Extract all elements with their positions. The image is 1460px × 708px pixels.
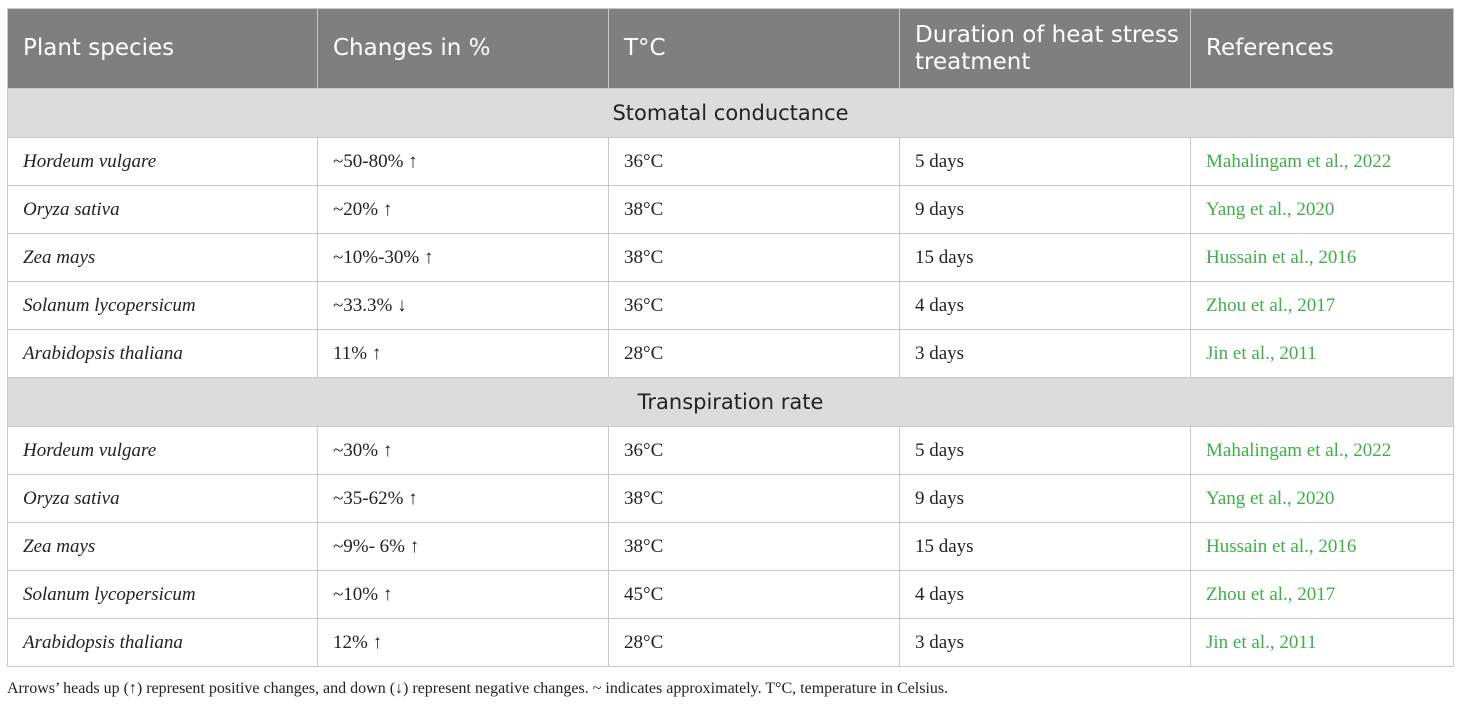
section-row: Transpiration rate <box>7 377 1454 427</box>
duration-cell: 9 days <box>899 185 1191 234</box>
species-cell: Arabidopsis thaliana <box>7 329 318 378</box>
species-cell: Oryza sativa <box>7 474 318 523</box>
reference-link[interactable]: Hussain et al., 2016 <box>1190 522 1454 571</box>
data-row: Oryza sativa ~20% ↑ 38°C 9 days Yang et al.,… <box>7 185 1454 234</box>
data-row: Arabidopsis thaliana 11% ↑ 28°C 3 days Jin e… <box>7 329 1454 378</box>
reference-link[interactable]: Hussain et al., 2016 <box>1190 233 1454 282</box>
duration-cell: 5 days <box>899 137 1191 186</box>
section-title: Transpiration rate <box>7 377 1454 427</box>
data-row: Zea mays ~10%-30% ↑ 38°C 15 days Hussain et … <box>7 233 1454 282</box>
data-row: Hordeum vulgare ~30% ↑ 36°C 5 days Mahalinga… <box>7 426 1454 475</box>
change-cell: ~35-62% ↑ <box>317 474 609 523</box>
header-row: Plant species Changes in % T°C Duration of … <box>7 8 1454 89</box>
duration-cell: 4 days <box>899 570 1191 619</box>
duration-cell: 15 days <box>899 233 1191 282</box>
section-row: Stomatal conductance <box>7 88 1454 138</box>
temperature-cell: 28°C <box>608 329 900 378</box>
species-cell: Zea mays <box>7 233 318 282</box>
change-cell: ~10%-30% ↑ <box>317 233 609 282</box>
duration-cell: 3 days <box>899 618 1191 667</box>
temperature-cell: 36°C <box>608 281 900 330</box>
duration-cell: 9 days <box>899 474 1191 523</box>
temperature-cell: 28°C <box>608 618 900 667</box>
reference-link[interactable]: Yang et al., 2020 <box>1190 185 1454 234</box>
change-cell: ~30% ↑ <box>317 426 609 475</box>
temperature-cell: 38°C <box>608 185 900 234</box>
species-cell: Solanum lycopersicum <box>7 570 318 619</box>
change-cell: ~10% ↑ <box>317 570 609 619</box>
duration-cell: 15 days <box>899 522 1191 571</box>
column-header: T°C <box>608 8 900 89</box>
species-cell: Oryza sativa <box>7 185 318 234</box>
species-cell: Solanum lycopersicum <box>7 281 318 330</box>
reference-link[interactable]: Jin et al., 2011 <box>1190 329 1454 378</box>
species-cell: Zea mays <box>7 522 318 571</box>
species-cell: Hordeum vulgare <box>7 426 318 475</box>
data-row: Solanum lycopersicum ~33.3% ↓ 36°C 4 days Zh… <box>7 281 1454 330</box>
reference-link[interactable]: Mahalingam et al., 2022 <box>1190 426 1454 475</box>
data-row: Oryza sativa ~35-62% ↑ 38°C 9 days Yang et a… <box>7 474 1454 523</box>
reference-link[interactable]: Zhou et al., 2017 <box>1190 570 1454 619</box>
column-header: Duration of heat stress treatment <box>899 8 1191 89</box>
duration-cell: 3 days <box>899 329 1191 378</box>
temperature-cell: 38°C <box>608 474 900 523</box>
species-cell: Arabidopsis thaliana <box>7 618 318 667</box>
data-row: Zea mays ~9%- 6% ↑ 38°C 15 days Hussain et a… <box>7 522 1454 571</box>
temperature-cell: 45°C <box>608 570 900 619</box>
section-title: Stomatal conductance <box>7 88 1454 138</box>
species-cell: Hordeum vulgare <box>7 137 318 186</box>
footnote: Arrows’ heads up (↑) represent positive … <box>7 680 949 697</box>
column-header: Changes in % <box>317 8 609 89</box>
reference-link[interactable]: Mahalingam et al., 2022 <box>1190 137 1454 186</box>
reference-link[interactable]: Jin et al., 2011 <box>1190 618 1454 667</box>
data-table: Plant species Changes in % T°C Duration of … <box>7 8 1454 667</box>
change-cell: ~9%- 6% ↑ <box>317 522 609 571</box>
data-row: Hordeum vulgare ~50-80% ↑ 36°C 5 days Mahali… <box>7 137 1454 186</box>
temperature-cell: 36°C <box>608 137 900 186</box>
change-cell: ~50-80% ↑ <box>317 137 609 186</box>
change-cell: ~20% ↑ <box>317 185 609 234</box>
duration-cell: 4 days <box>899 281 1191 330</box>
change-cell: 12% ↑ <box>317 618 609 667</box>
change-cell: 11% ↑ <box>317 329 609 378</box>
data-row: Solanum lycopersicum ~10% ↑ 45°C 4 days Zhou… <box>7 570 1454 619</box>
duration-cell: 5 days <box>899 426 1191 475</box>
table-container: Plant species Changes in % T°C Duration of … <box>7 8 1454 667</box>
column-header: Plant species <box>7 8 318 89</box>
temperature-cell: 38°C <box>608 522 900 571</box>
reference-link[interactable]: Zhou et al., 2017 <box>1190 281 1454 330</box>
temperature-cell: 38°C <box>608 233 900 282</box>
temperature-cell: 36°C <box>608 426 900 475</box>
data-row: Arabidopsis thaliana 12% ↑ 28°C 3 days Jin e… <box>7 618 1454 667</box>
reference-link[interactable]: Yang et al., 2020 <box>1190 474 1454 523</box>
change-cell: ~33.3% ↓ <box>317 281 609 330</box>
column-header: References <box>1190 8 1454 89</box>
table-body: Stomatal conductance Hordeum vulgare ~50-8… <box>7 88 1454 667</box>
